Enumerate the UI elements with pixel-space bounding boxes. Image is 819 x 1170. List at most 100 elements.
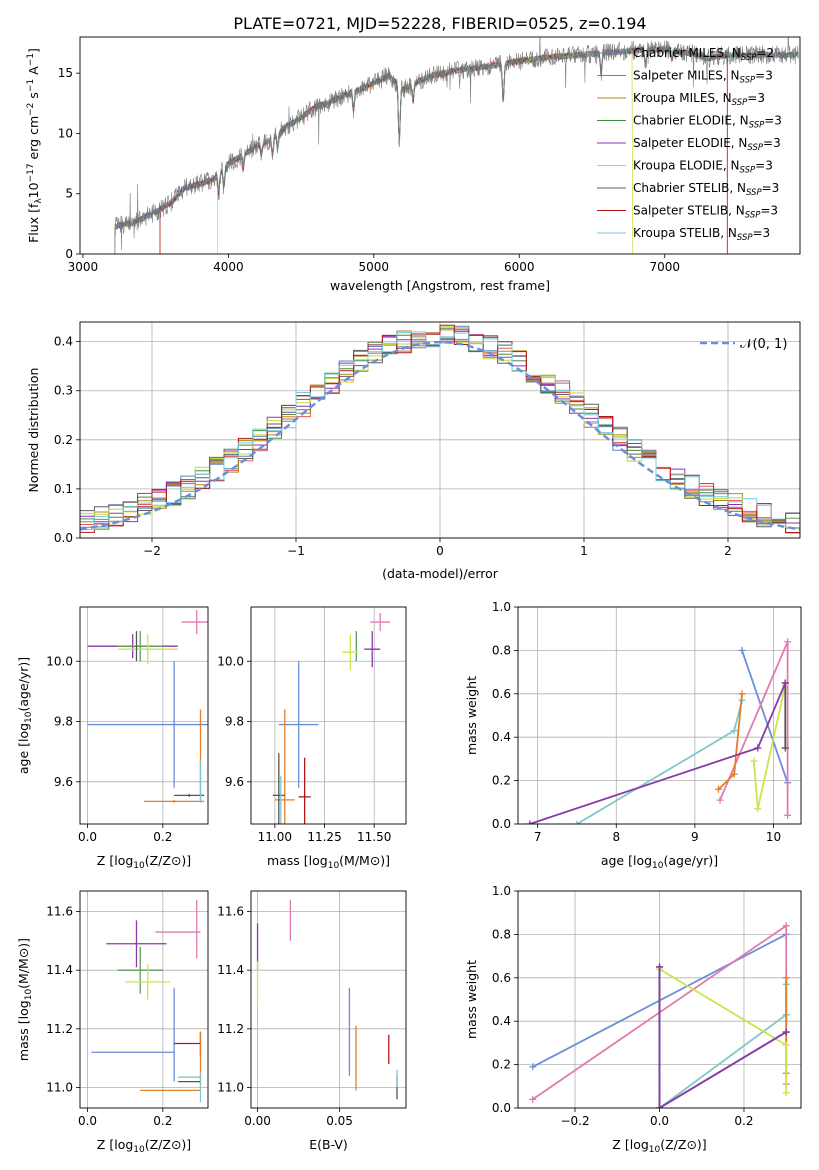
y-tick-label: 10 [58,126,73,140]
figure-title: PLATE=0721, MJD=52228, FIBERID=0525, z=0… [233,14,646,33]
x-tick-label: 7 [534,830,542,844]
y-tick-label: 9.8 [225,715,244,729]
x-tick-label: 0.2 [153,830,172,844]
errorbar-point [117,631,163,662]
x-axis-label: Z [log10​(Z/Z⊙)] [97,853,191,871]
y-tick-label: 0.2 [54,433,73,447]
panel-mass_vs_ebv: 0.00 0.05 11.0 11.2 11.4 11.6 E(B-V) [217,890,407,1152]
errorbar-point [342,634,359,671]
errorbar-point [117,634,178,665]
weight-lines [526,638,792,824]
axes-frame [79,890,209,1109]
y-tick-label: 0.1 [54,482,73,496]
y-axis-label: mass [log10​(M/M⊙)] [16,938,34,1061]
x-tick-label: 6000 [504,260,535,274]
x-tick-label: 7000 [649,260,680,274]
y-tick-label: 0.4 [54,335,73,349]
x-tick-label: 9 [691,830,699,844]
x-tick-label: 8 [612,830,620,844]
y-tick-label: 10.0 [46,654,73,668]
y-tick-label: 10.0 [217,654,244,668]
y-tick-label: 0.2 [492,774,511,788]
axes-frame [79,321,801,539]
axes-frame [79,36,801,255]
weight-marker [529,1063,537,1071]
errorbar-point [278,661,319,788]
weight-marker [754,805,762,813]
x-axis-label: Z [log10​(Z/Z⊙)] [612,1137,706,1155]
weight-marker [782,974,790,982]
weight-marker [782,1041,790,1049]
legend-entry: Chabrier ELODIE, NSSP=3 [633,114,782,131]
weight-marker [784,811,792,819]
errorbars [91,899,202,1103]
weight-series-gray [658,967,787,1108]
legend: Chabrier MILES, NSSP=2 Salpeter MILES, NS… [597,46,782,243]
x-tick-label: 11.50 [357,830,391,844]
y-tick-label: 0.8 [492,643,511,657]
legend-entry: Kroupa MILES, NSSP=3 [633,91,765,108]
y-tick-label: 0.4 [492,730,511,744]
y-tick-label: 0.4 [492,1014,511,1028]
errorbars [256,899,398,1100]
x-tick-label: 5000 [359,260,390,274]
weight-marker [573,820,581,824]
weight-marker [730,727,738,735]
y-tick-label: 11.4 [46,963,73,977]
y-tick-label: 9.6 [54,775,73,789]
weight-marker [730,770,738,778]
legend-entry: Kroupa ELODIE, NSSP=3 [633,159,773,176]
errorbar-point [274,709,295,824]
x-tick-label: 0.0 [650,1114,669,1128]
errorbar-point [370,613,391,632]
weight-marker [738,646,746,654]
weight-marker [529,1095,537,1103]
axes-frame [517,606,802,825]
spectrum-data-line [114,37,799,251]
x-axis-label: E(B-V) [309,1137,348,1152]
y-tick-label: 11.6 [217,905,244,919]
errorbar-point [106,920,167,968]
weight-marker [750,757,758,765]
x-tick-label: −1 [287,544,305,558]
weight-series-lime [659,968,788,1093]
hist-lines [80,324,800,534]
x-tick-label: 0.05 [326,1114,353,1128]
y-tick-label: 1.0 [492,884,511,898]
y-tick-label: 0.0 [54,531,73,545]
x-tick-label: 3000 [68,260,99,274]
y-tick-label: 0.0 [492,817,511,831]
y-axis-label: Flux [fλ​10−17​ erg cm−2​ s−1​ A−1​] [26,48,44,243]
x-axis-label: age [log10​(age/yr)] [601,853,718,871]
errorbar-point [174,793,205,797]
y-tick-label: 11.0 [217,1080,244,1094]
weight-series-teal [658,984,788,1108]
x-tick-label: 0.00 [244,1114,271,1128]
weight-marker [781,744,789,752]
weight-marker [738,690,746,698]
y-tick-label: 11.2 [46,1022,73,1036]
axes-frame [79,606,209,825]
legend-entry: Salpeter MILES, NSSP=3 [633,69,773,86]
x-tick-label: −0.2 [560,1114,589,1128]
x-tick-label: 0.2 [153,1114,172,1128]
errorbar-point [298,757,311,824]
y-tick-label: 9.6 [225,775,244,789]
errorbars [87,610,208,803]
axes-frame [517,890,802,1109]
legend-entry: Salpeter ELODIE, NSSP=3 [633,136,781,153]
legend-entry: Salpeter STELIB, NSSP=3 [633,204,778,221]
x-tick-label: 0 [436,544,444,558]
y-tick-label: 11.2 [217,1022,244,1036]
weight-marker [716,796,724,804]
weight-marker [781,679,789,687]
y-tick-label: 0.2 [492,1058,511,1072]
weight-marker [526,820,534,824]
y-tick-label: 11.4 [217,963,244,977]
panel-weight_vs_Z: −0.2 0.0 0.2 0.0 0.2 0.4 0.6 0.8 1.0 Z [log10​(Z/… [464,884,802,1155]
x-tick-label: 11.25 [307,830,341,844]
panel-weight_vs_age: 7 8 9 10 0.0 0.2 0.4 0.6 0.8 1.0 age [log10​(age/y… [464,600,802,871]
y-tick-label: 0.8 [492,927,511,941]
axes-frame [250,890,407,1109]
y-tick-label: 0.6 [492,687,511,701]
